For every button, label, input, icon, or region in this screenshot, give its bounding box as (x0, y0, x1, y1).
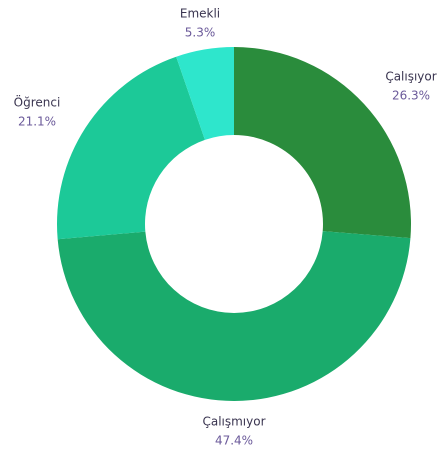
slice-value-label: 26.3% (392, 89, 430, 103)
slice-label: Çalışıyor (385, 70, 436, 84)
slice-label: Öğrenci (14, 94, 61, 110)
slice-label: Çalışmıyor (202, 415, 265, 429)
donut-slice (56, 56, 205, 240)
slice-value-label: 47.4% (215, 434, 253, 448)
slice-label: Emekli (180, 7, 220, 21)
slice-value-label: 21.1% (18, 115, 56, 129)
slice-value-label: 5.3% (185, 26, 216, 40)
donut-slice (57, 231, 411, 401)
donut-slice (176, 47, 234, 140)
donut-slice (234, 47, 411, 239)
